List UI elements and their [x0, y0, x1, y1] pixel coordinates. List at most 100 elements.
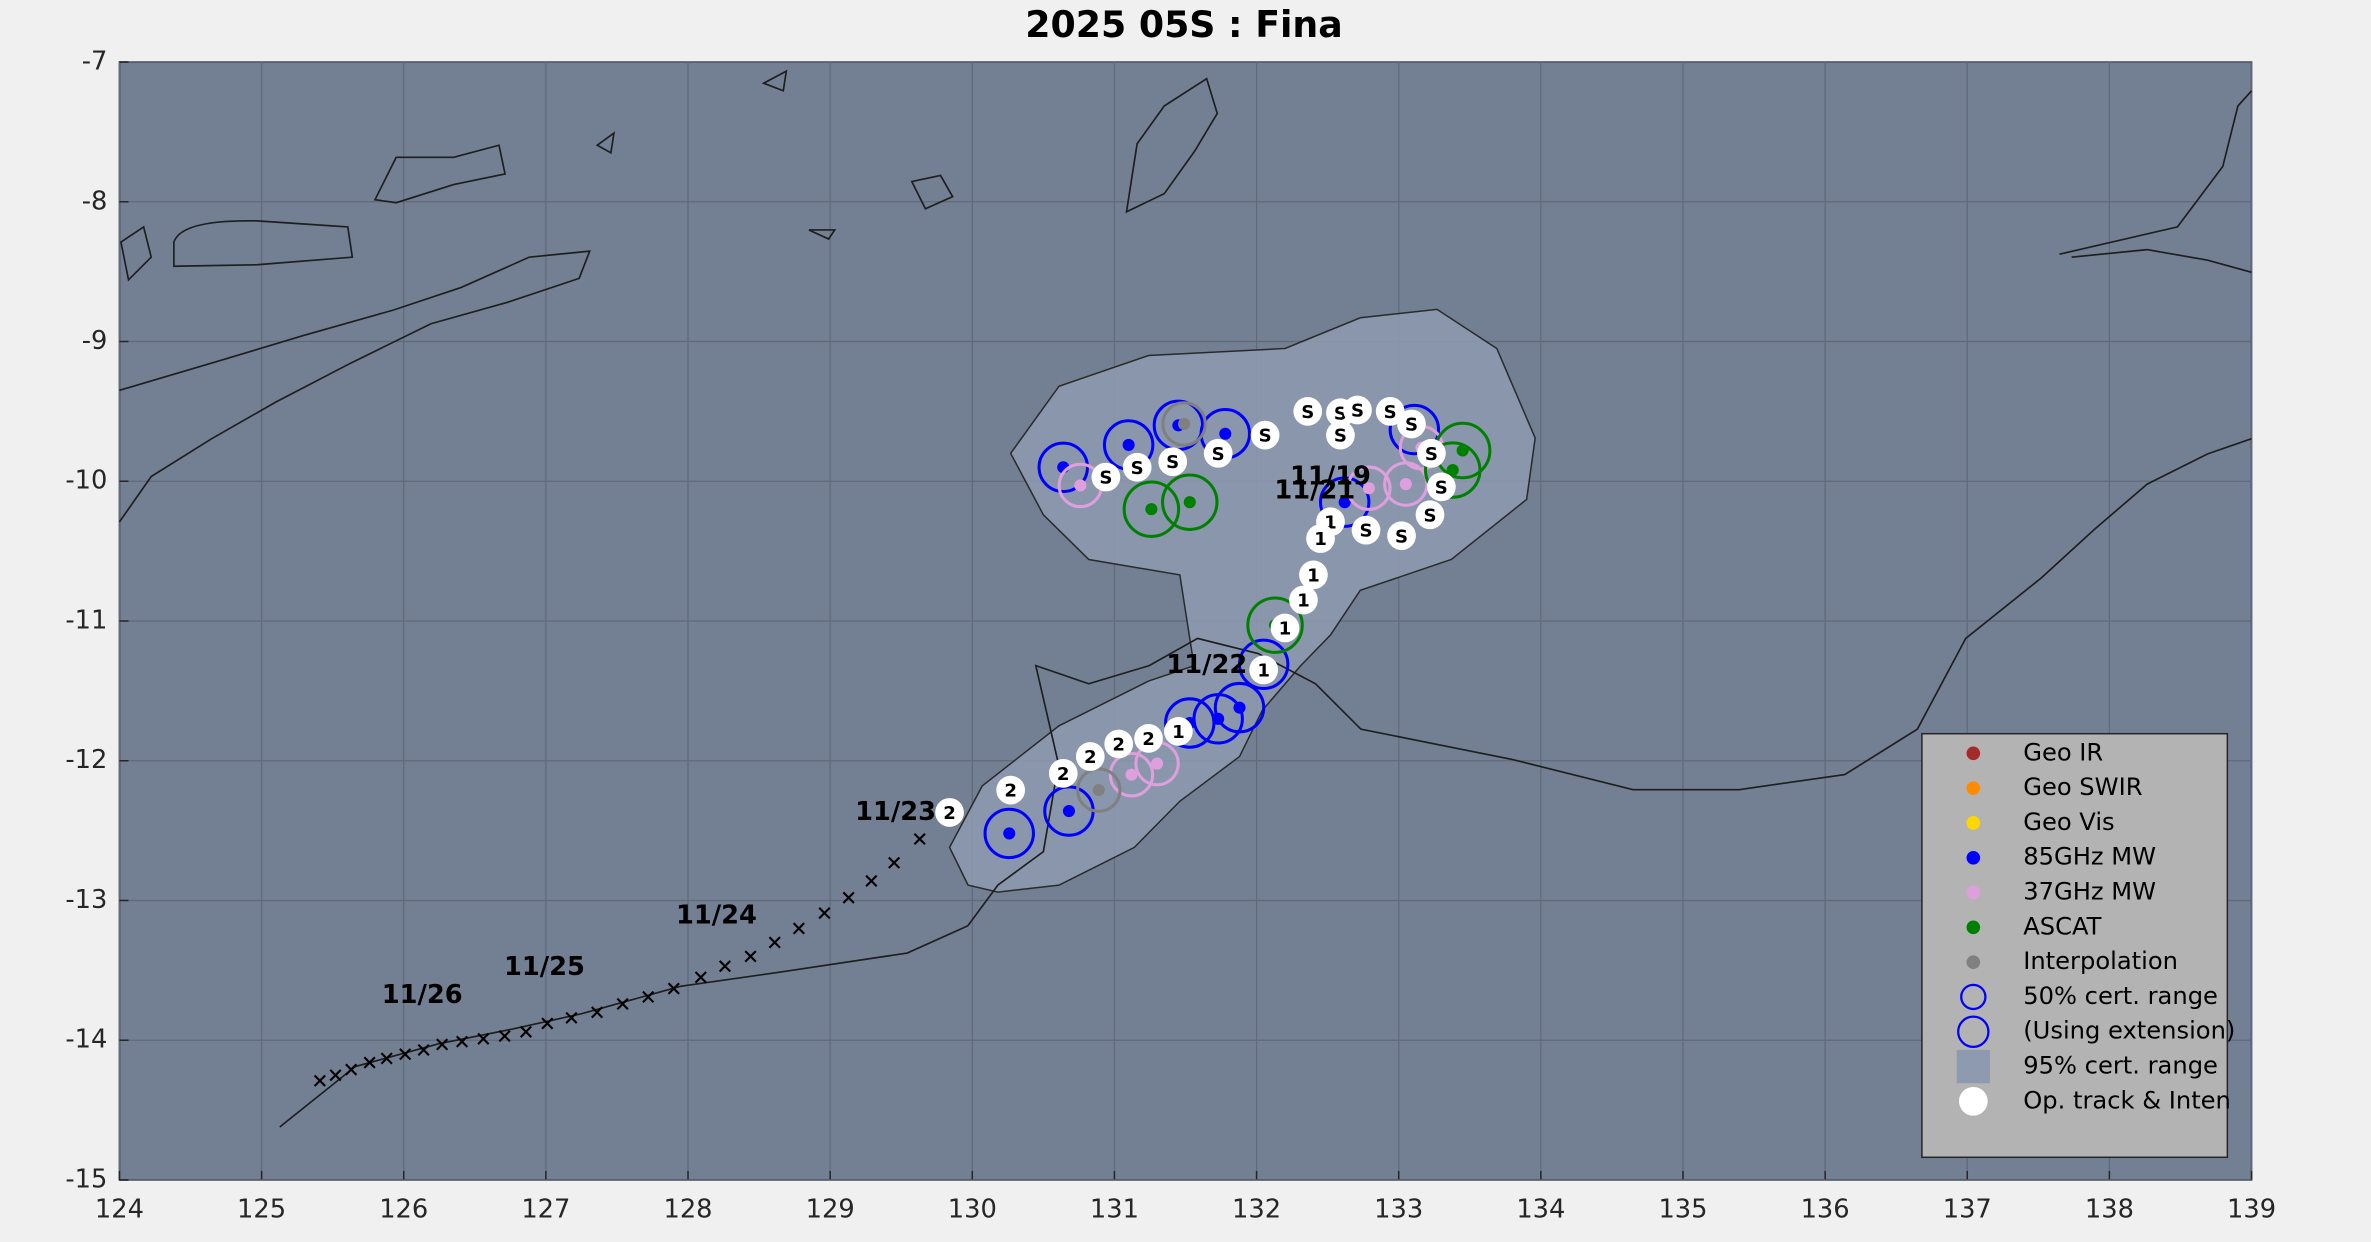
x-tick-label: 137 — [1943, 1195, 1992, 1225]
track-point — [1048, 758, 1078, 788]
track-intensity: S — [1405, 414, 1418, 435]
track-point — [1387, 521, 1416, 551]
coastline — [373, 144, 507, 204]
x-tick-label: 129 — [806, 1195, 855, 1225]
track-intensity: 1 — [1297, 591, 1310, 612]
fix-point — [1446, 464, 1459, 477]
fix-range — [1164, 697, 1216, 749]
x-tick-label: 132 — [1232, 1195, 1281, 1225]
fix-point — [1233, 701, 1246, 714]
x-tick-label: 131 — [1090, 1195, 1139, 1225]
track-intensity: 2 — [1142, 729, 1155, 750]
fix-point — [1151, 757, 1164, 770]
legend-swatch — [1966, 781, 1981, 795]
fix-point — [1219, 427, 1232, 440]
track-point — [1397, 409, 1426, 439]
track-point — [1134, 724, 1163, 753]
track-intensity: S — [1166, 452, 1179, 473]
fix-point — [1399, 477, 1412, 491]
forecast-point — [436, 1038, 449, 1051]
legend-label: Geo IR — [2023, 738, 2103, 766]
x-tick-label: 138 — [2085, 1195, 2134, 1225]
x-tick-label: 134 — [1516, 1195, 1565, 1225]
coastline — [120, 69, 954, 282]
track-point — [1158, 447, 1188, 477]
forecast-point — [818, 907, 831, 920]
fix-range — [1388, 403, 1441, 456]
forecast-point — [329, 1069, 342, 1082]
track-intensity: S — [1351, 400, 1364, 421]
forecast-point — [616, 997, 629, 1010]
track-intensity: 1 — [1279, 618, 1292, 639]
chart-title: 2025 05S : Fina — [1025, 3, 1342, 46]
forecast-point — [519, 1025, 533, 1038]
track-point — [1426, 472, 1456, 502]
track-point — [1326, 420, 1355, 450]
fix-range — [1423, 441, 1482, 499]
track-point — [1293, 397, 1323, 426]
y-tick-label: -12 — [65, 745, 107, 775]
y-tick-label: -14 — [65, 1025, 107, 1055]
coastline — [173, 219, 354, 268]
forecast-point — [694, 971, 707, 984]
fix-range — [1246, 596, 1304, 654]
track-point — [1417, 438, 1446, 468]
track-point — [1306, 524, 1335, 553]
x-tick-label: 139 — [2227, 1195, 2276, 1225]
fix-range — [1122, 480, 1181, 538]
track-point — [1104, 729, 1134, 759]
track-point — [1164, 717, 1193, 746]
date-label: 11/25 — [504, 952, 585, 982]
track-point — [1203, 438, 1233, 468]
forecast-point — [455, 1035, 469, 1048]
track-point — [1415, 500, 1445, 530]
legend-label: 37GHz MW — [2023, 878, 2156, 906]
fix-range — [1318, 476, 1371, 528]
track-point — [996, 775, 1026, 805]
forecast-point — [498, 1029, 511, 1043]
track-intensity: S — [1301, 402, 1314, 423]
date-label: 11/23 — [855, 797, 936, 827]
forecast-point — [399, 1048, 412, 1061]
forecast-point — [313, 1074, 326, 1087]
x-tick-label: 130 — [948, 1195, 997, 1225]
track-intensity: S — [1131, 458, 1144, 479]
track-intensity: S — [1259, 426, 1272, 447]
coastlines — [118, 69, 2253, 1128]
legend-label: Interpolation — [2023, 947, 2178, 975]
track-intensity: 2 — [1112, 734, 1125, 755]
date-label: 11/19 — [1290, 462, 1371, 492]
track-intensity: S — [1359, 521, 1372, 542]
legend: Geo IR Geo SWIR Geo Vis 85GHz MW 37GHz MW ASC… — [1921, 732, 2235, 1159]
track-intensity: S — [1334, 426, 1347, 447]
date-label: 11/22 — [1166, 650, 1247, 680]
forecast-point — [842, 891, 855, 904]
legend-box — [1921, 732, 2229, 1159]
fix-point — [1062, 805, 1075, 818]
track-point — [1375, 397, 1405, 426]
track-point — [1343, 395, 1372, 425]
y-tick-label: -15 — [65, 1164, 107, 1194]
legend-swatch — [1957, 1015, 1990, 1048]
forecast-point — [345, 1063, 358, 1076]
fix-range — [1213, 681, 1266, 734]
track-point — [1351, 515, 1381, 545]
fix-point — [1125, 768, 1138, 781]
fix-point — [1183, 496, 1196, 509]
track-point — [1249, 655, 1279, 685]
coastline — [118, 250, 591, 523]
y-tick-label: -9 — [82, 326, 108, 356]
forecast-point — [768, 936, 781, 949]
track-point — [1091, 462, 1121, 492]
fix-point — [1145, 503, 1158, 516]
track-intensity: S — [1425, 444, 1438, 465]
forecast-point — [888, 856, 901, 869]
coastline — [1125, 77, 1219, 214]
fix-point — [1092, 784, 1105, 797]
x-tick-label: 126 — [379, 1195, 428, 1225]
legend-swatch — [1966, 955, 1981, 969]
track-point — [935, 798, 964, 827]
legend-swatch — [1966, 816, 1981, 830]
fix-point — [1122, 438, 1135, 451]
track-intensity: 1 — [1172, 722, 1185, 743]
